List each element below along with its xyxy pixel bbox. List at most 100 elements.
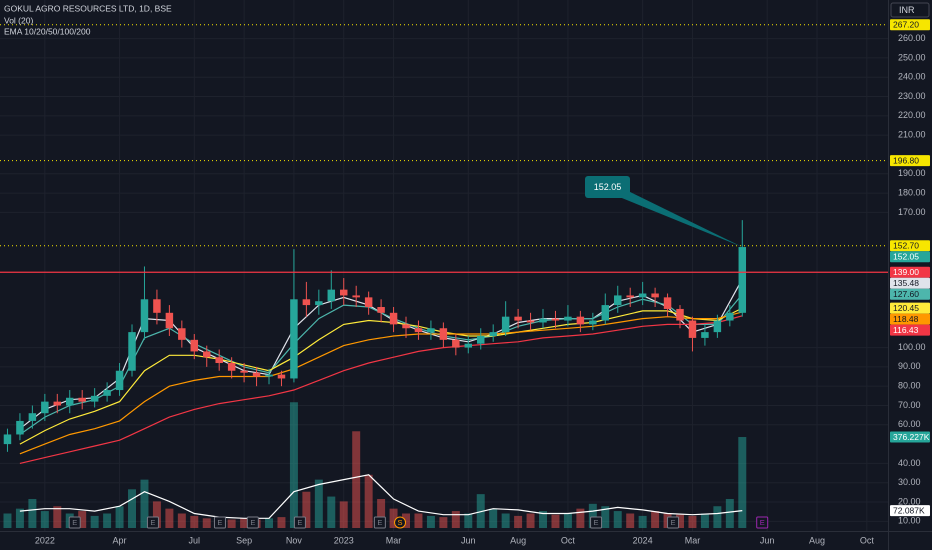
candle-body bbox=[53, 401, 62, 406]
candle-body bbox=[302, 299, 311, 306]
volume-bar bbox=[551, 514, 560, 528]
x-tick-label: Aug bbox=[510, 535, 526, 545]
volume-bar bbox=[190, 515, 199, 528]
candle-body bbox=[41, 401, 49, 414]
x-tick-label: Oct bbox=[860, 535, 875, 545]
y-tick-label: 60.00 bbox=[898, 419, 921, 429]
candle-body bbox=[352, 295, 360, 298]
candle-body bbox=[364, 297, 373, 308]
volume-bar bbox=[3, 513, 12, 528]
currency-label[interactable]: INR bbox=[899, 5, 915, 15]
volume-bar bbox=[725, 498, 734, 528]
currency-box[interactable] bbox=[890, 2, 930, 18]
volume-bar bbox=[588, 503, 597, 528]
volume-bar bbox=[514, 515, 523, 528]
y-tick-label: 210.00 bbox=[898, 130, 926, 140]
candle-body bbox=[252, 372, 261, 377]
candle-body bbox=[464, 343, 473, 348]
event-marker bbox=[246, 516, 259, 529]
indicator-label: Vol (20) bbox=[4, 15, 33, 25]
event-label: E bbox=[150, 518, 155, 527]
volume-bar bbox=[563, 513, 572, 528]
volume-bar bbox=[377, 498, 386, 528]
event-label: E bbox=[671, 518, 676, 527]
volume-bar bbox=[302, 491, 311, 528]
candle-body bbox=[377, 307, 385, 313]
y-tick-label: 10.00 bbox=[898, 516, 921, 526]
volume-bar bbox=[489, 508, 498, 528]
volume-bar bbox=[227, 519, 236, 528]
event-label: E bbox=[760, 518, 765, 527]
price-label-box bbox=[890, 324, 930, 336]
price-label: 267.20 bbox=[893, 19, 919, 29]
volume-bar bbox=[103, 513, 112, 528]
volume-bar bbox=[364, 474, 373, 528]
candle-body bbox=[539, 318, 547, 323]
candle-body bbox=[477, 335, 485, 344]
price-label-box bbox=[890, 155, 930, 167]
event-label: E bbox=[297, 518, 302, 527]
volume-bar bbox=[451, 511, 460, 528]
y-tick-label: 30.00 bbox=[898, 477, 921, 487]
y-tick-label: 80.00 bbox=[898, 381, 921, 391]
volume-bar bbox=[40, 511, 49, 528]
candle-body bbox=[713, 320, 722, 333]
volume-bar bbox=[202, 518, 211, 528]
event-marker bbox=[373, 516, 386, 529]
volume-bar bbox=[651, 511, 660, 528]
x-tick-label: Mar bbox=[685, 535, 701, 545]
y-tick-label: 90.00 bbox=[898, 361, 921, 371]
volume-bar bbox=[314, 479, 323, 528]
volume-bar bbox=[165, 508, 174, 528]
y-tick-label: 20.00 bbox=[898, 496, 921, 506]
candle-body bbox=[340, 289, 348, 296]
annotation-text: 152.05 bbox=[594, 182, 622, 192]
candle-body bbox=[701, 332, 709, 338]
candle-body bbox=[614, 295, 622, 306]
price-label-box bbox=[890, 505, 930, 517]
candle-body bbox=[452, 339, 460, 348]
volume-bar bbox=[426, 515, 435, 528]
x-tick-label: 2022 bbox=[35, 535, 55, 545]
volume-bar bbox=[402, 513, 410, 528]
volume-bar bbox=[626, 513, 635, 528]
y-tick-label: 240.00 bbox=[898, 72, 926, 82]
volume-bar bbox=[152, 501, 161, 528]
price-label: 152.70 bbox=[893, 241, 919, 251]
candle-body bbox=[128, 332, 136, 371]
x-tick-label: 2023 bbox=[334, 535, 354, 545]
volume-bar bbox=[464, 513, 473, 528]
price-label: 139.00 bbox=[893, 267, 919, 277]
volume-bar bbox=[414, 513, 423, 528]
event-label: E bbox=[594, 518, 599, 527]
candle-body bbox=[676, 308, 684, 321]
y-tick-label: 180.00 bbox=[898, 187, 926, 197]
volume-bar bbox=[339, 501, 348, 528]
y-tick-label: 190.00 bbox=[898, 168, 926, 178]
y-tick-label: 70.00 bbox=[898, 400, 921, 410]
event-marker bbox=[590, 516, 603, 529]
candle-body bbox=[227, 363, 236, 371]
price-label-box bbox=[890, 302, 930, 314]
candle-body bbox=[688, 320, 697, 338]
volume-bar bbox=[277, 517, 286, 528]
volume-bar bbox=[389, 508, 398, 528]
x-tick-label: Apr bbox=[113, 535, 127, 545]
price-label: 72.087K bbox=[893, 505, 925, 515]
candle-body bbox=[427, 328, 435, 333]
candle-body bbox=[738, 247, 747, 313]
candle-body bbox=[638, 293, 647, 298]
volume-bar bbox=[576, 508, 585, 528]
volume-bar bbox=[601, 506, 610, 528]
candle-body bbox=[389, 312, 398, 325]
price-label-box bbox=[890, 251, 930, 263]
volume-bar bbox=[53, 506, 62, 528]
event-label: E bbox=[72, 518, 77, 527]
candle-body bbox=[140, 299, 149, 333]
candle-body bbox=[651, 293, 659, 298]
event-label: E bbox=[250, 518, 255, 527]
price-label-box bbox=[890, 19, 930, 31]
volume-bar bbox=[177, 513, 186, 528]
y-tick-label: 220.00 bbox=[898, 110, 926, 120]
x-tick-label: Aug bbox=[809, 535, 825, 545]
